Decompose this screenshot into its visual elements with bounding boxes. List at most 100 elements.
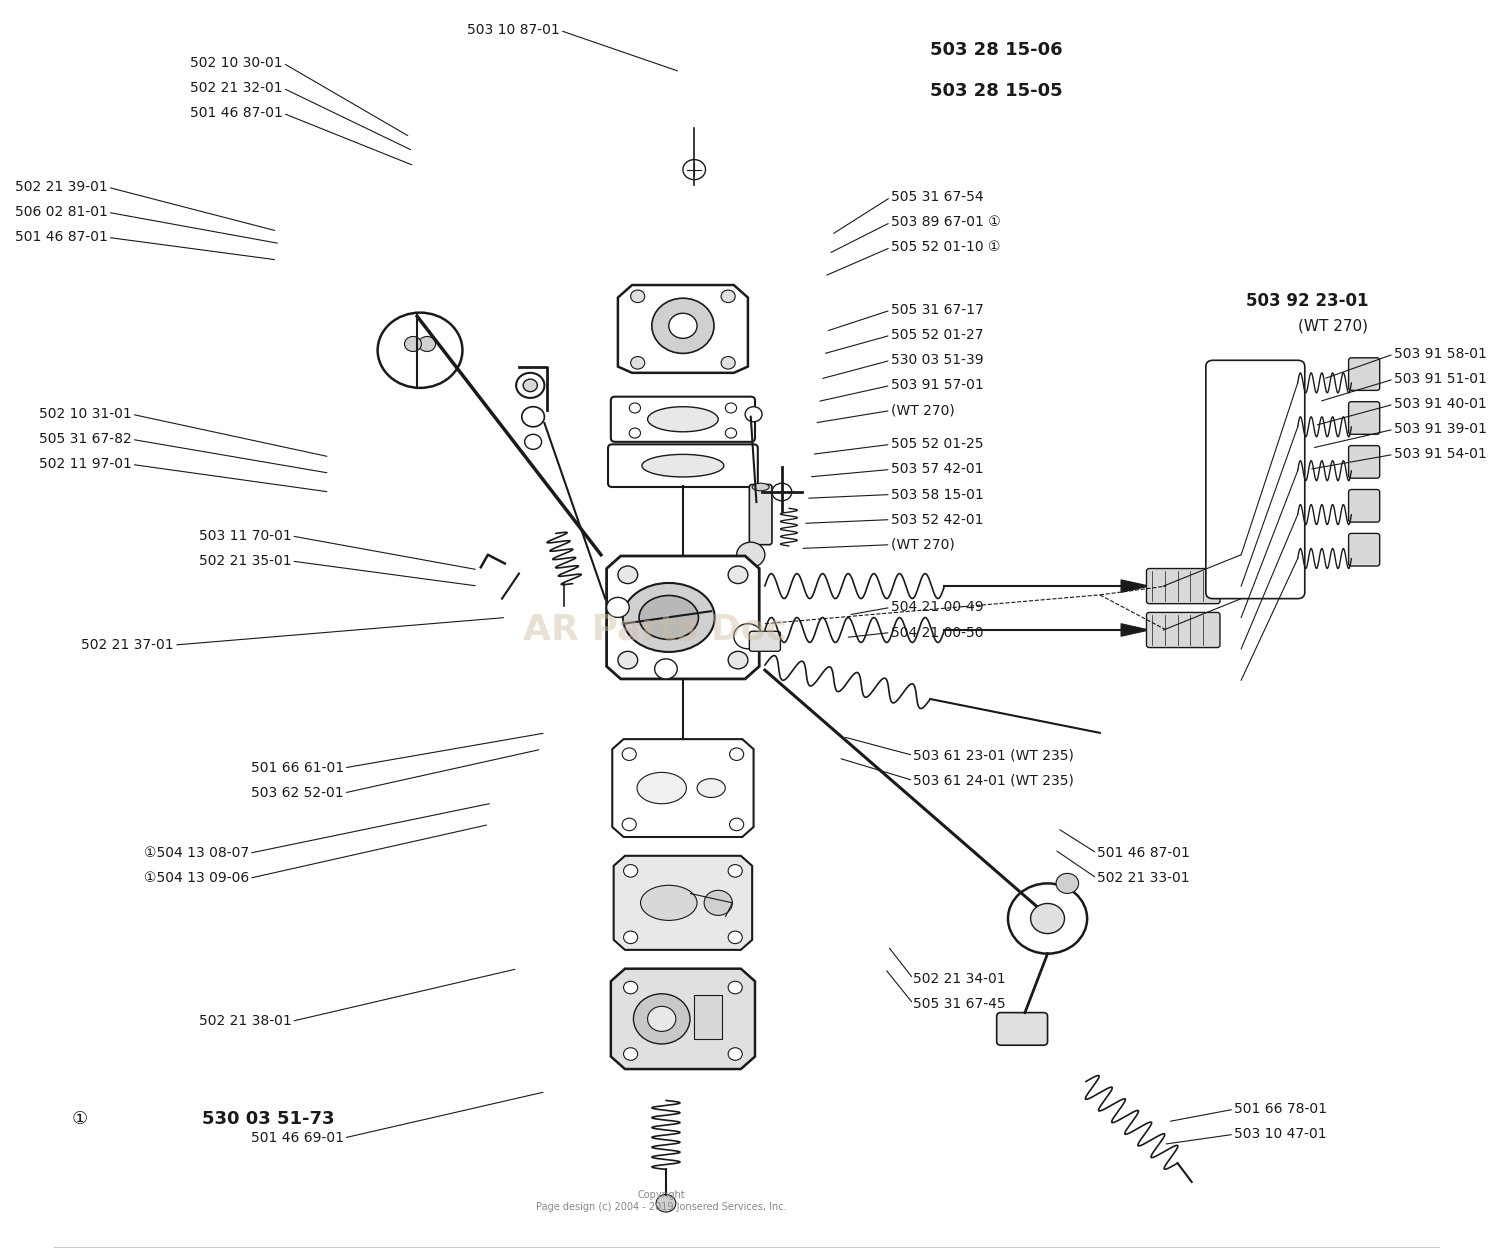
Circle shape [628, 428, 640, 438]
Circle shape [633, 994, 690, 1045]
Polygon shape [614, 856, 752, 950]
Text: (WT 270): (WT 270) [1299, 319, 1368, 334]
Circle shape [652, 299, 714, 353]
Text: 502 21 39-01: 502 21 39-01 [15, 180, 108, 194]
Circle shape [726, 403, 736, 413]
Text: 503 58 15-01: 503 58 15-01 [891, 488, 984, 501]
Text: 504 21 00-50: 504 21 00-50 [891, 625, 983, 640]
Text: 502 21 32-01: 502 21 32-01 [190, 81, 284, 94]
Circle shape [522, 407, 544, 427]
Circle shape [1056, 873, 1078, 893]
Text: 502 21 34-01: 502 21 34-01 [914, 971, 1007, 985]
FancyBboxPatch shape [1348, 402, 1380, 435]
Circle shape [624, 1048, 638, 1060]
FancyBboxPatch shape [750, 485, 772, 544]
FancyBboxPatch shape [1348, 446, 1380, 479]
Circle shape [734, 624, 762, 649]
Text: 503 52 42-01: 503 52 42-01 [891, 513, 983, 527]
Circle shape [525, 435, 542, 450]
Text: 503 89 67-01 ①: 503 89 67-01 ① [891, 215, 1001, 229]
Text: 503 61 23-01 (WT 235): 503 61 23-01 (WT 235) [914, 748, 1074, 762]
Circle shape [624, 982, 638, 994]
Text: 503 28 15-06: 503 28 15-06 [930, 42, 1064, 59]
Circle shape [656, 1194, 676, 1212]
Circle shape [772, 484, 792, 500]
Circle shape [728, 651, 748, 669]
FancyBboxPatch shape [1146, 568, 1220, 604]
Text: 506 02 81-01: 506 02 81-01 [15, 205, 108, 219]
Circle shape [648, 1007, 676, 1032]
Circle shape [728, 864, 742, 877]
Text: (WT 270): (WT 270) [891, 538, 954, 552]
Text: AR Parts Doc: AR Parts Doc [522, 614, 786, 646]
Circle shape [729, 748, 744, 761]
Text: 503 10 87-01: 503 10 87-01 [466, 24, 560, 38]
Polygon shape [610, 969, 754, 1068]
Circle shape [378, 312, 462, 388]
Text: 505 52 01-25: 505 52 01-25 [891, 437, 983, 451]
Text: 503 91 57-01: 503 91 57-01 [891, 378, 984, 392]
FancyBboxPatch shape [750, 631, 780, 651]
Circle shape [669, 314, 698, 339]
Text: 503 91 58-01: 503 91 58-01 [1394, 346, 1486, 362]
Circle shape [722, 357, 735, 369]
Polygon shape [1120, 580, 1149, 592]
Ellipse shape [648, 407, 718, 432]
Text: 503 91 54-01: 503 91 54-01 [1394, 447, 1486, 461]
Circle shape [405, 336, 422, 352]
Text: 501 66 78-01: 501 66 78-01 [1234, 1102, 1328, 1116]
Text: 505 52 01-27: 505 52 01-27 [891, 328, 983, 343]
Text: 530 03 51-73: 530 03 51-73 [202, 1110, 334, 1128]
Text: 505 31 67-45: 505 31 67-45 [914, 997, 1007, 1011]
Text: Copyright
Page design (c) 2004 - 2019 Jonsered Services, Inc.: Copyright Page design (c) 2004 - 2019 Jo… [537, 1189, 788, 1212]
FancyBboxPatch shape [1348, 358, 1380, 391]
Text: 502 10 30-01: 502 10 30-01 [190, 55, 284, 71]
Circle shape [728, 1048, 742, 1060]
Text: 505 52 01-10 ①: 505 52 01-10 ① [891, 241, 1001, 255]
Text: 503 62 52-01: 503 62 52-01 [251, 786, 344, 800]
Circle shape [622, 748, 636, 761]
Text: 502 21 37-01: 502 21 37-01 [81, 638, 174, 653]
Circle shape [746, 407, 762, 422]
Circle shape [516, 373, 544, 398]
Text: 504 21 00-49: 504 21 00-49 [891, 601, 984, 615]
Circle shape [630, 290, 645, 302]
Text: 503 10 47-01: 503 10 47-01 [1234, 1128, 1326, 1142]
Ellipse shape [639, 596, 699, 639]
Circle shape [524, 379, 537, 392]
Circle shape [1030, 903, 1065, 934]
FancyBboxPatch shape [608, 445, 758, 488]
Text: 502 21 38-01: 502 21 38-01 [198, 1014, 291, 1028]
Ellipse shape [640, 886, 698, 920]
Text: 503 92 23-01: 503 92 23-01 [1246, 292, 1368, 310]
Bar [694, 995, 723, 1040]
Text: 503 11 70-01: 503 11 70-01 [198, 529, 291, 543]
Text: 503 28 15-05: 503 28 15-05 [930, 82, 1064, 100]
FancyBboxPatch shape [1206, 360, 1305, 598]
Text: ①: ① [72, 1110, 87, 1128]
Circle shape [419, 336, 435, 352]
Text: 501 66 61-01: 501 66 61-01 [251, 761, 344, 775]
Circle shape [622, 818, 636, 830]
Circle shape [728, 982, 742, 994]
Circle shape [1008, 883, 1088, 954]
Text: 502 21 35-01: 502 21 35-01 [200, 554, 291, 568]
Text: 501 46 87-01: 501 46 87-01 [190, 106, 284, 120]
Circle shape [682, 160, 705, 180]
Text: 501 46 87-01: 501 46 87-01 [15, 231, 108, 244]
FancyBboxPatch shape [996, 1013, 1047, 1046]
Circle shape [618, 651, 638, 669]
Polygon shape [612, 740, 753, 837]
Text: 530 03 51-39: 530 03 51-39 [891, 353, 984, 368]
Circle shape [628, 403, 640, 413]
Circle shape [728, 931, 742, 944]
Ellipse shape [638, 772, 687, 804]
Text: 503 61 24-01 (WT 235): 503 61 24-01 (WT 235) [914, 774, 1074, 788]
Ellipse shape [622, 583, 714, 651]
Text: (WT 270): (WT 270) [891, 403, 954, 417]
Text: 505 31 67-82: 505 31 67-82 [39, 432, 132, 446]
Text: 503 57 42-01: 503 57 42-01 [891, 462, 983, 476]
Circle shape [704, 891, 732, 915]
Text: ①504 13 08-07: ①504 13 08-07 [144, 847, 249, 861]
Text: 502 21 33-01: 502 21 33-01 [1096, 872, 1190, 886]
